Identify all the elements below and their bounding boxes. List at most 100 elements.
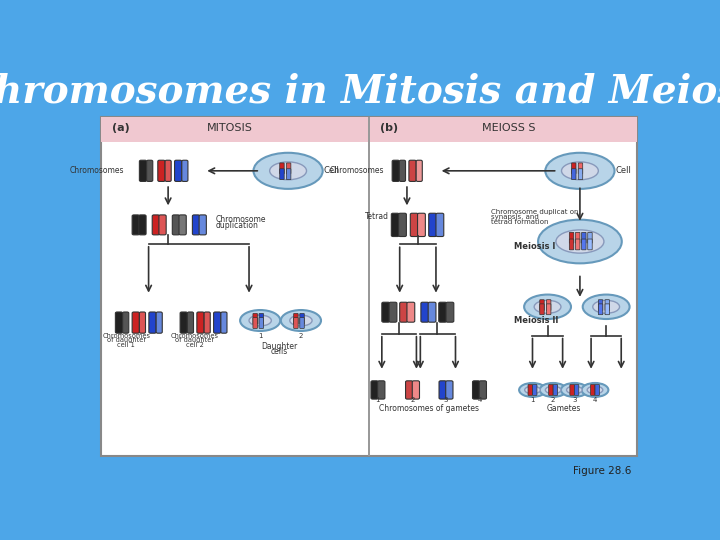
Text: Daughter: Daughter	[261, 342, 298, 351]
FancyBboxPatch shape	[540, 300, 544, 310]
Ellipse shape	[545, 386, 561, 394]
Text: MEIOSS S: MEIOSS S	[482, 124, 535, 133]
FancyBboxPatch shape	[570, 384, 575, 395]
FancyBboxPatch shape	[605, 304, 610, 315]
Ellipse shape	[582, 383, 608, 397]
FancyBboxPatch shape	[253, 318, 258, 328]
FancyBboxPatch shape	[549, 384, 553, 395]
Text: Cell: Cell	[616, 166, 631, 176]
Text: MITOSIS: MITOSIS	[207, 124, 253, 133]
Text: cells: cells	[271, 347, 288, 356]
FancyBboxPatch shape	[378, 381, 385, 399]
FancyBboxPatch shape	[418, 213, 426, 237]
FancyBboxPatch shape	[436, 213, 444, 237]
Ellipse shape	[561, 383, 588, 397]
FancyBboxPatch shape	[407, 302, 415, 322]
FancyBboxPatch shape	[140, 312, 145, 333]
FancyBboxPatch shape	[156, 312, 162, 333]
FancyBboxPatch shape	[595, 384, 600, 395]
FancyBboxPatch shape	[575, 239, 580, 250]
FancyBboxPatch shape	[174, 160, 181, 181]
Ellipse shape	[524, 295, 571, 319]
Ellipse shape	[588, 386, 603, 394]
FancyBboxPatch shape	[572, 163, 576, 174]
FancyBboxPatch shape	[439, 381, 446, 399]
FancyBboxPatch shape	[300, 318, 305, 328]
Ellipse shape	[249, 315, 271, 326]
FancyBboxPatch shape	[605, 300, 610, 310]
Ellipse shape	[545, 153, 615, 189]
FancyBboxPatch shape	[598, 304, 603, 315]
Ellipse shape	[593, 300, 619, 313]
Text: (b): (b)	[380, 124, 398, 133]
Text: Chromosomes: Chromosomes	[171, 333, 219, 339]
Text: (a): (a)	[112, 124, 130, 133]
FancyBboxPatch shape	[582, 239, 586, 250]
FancyBboxPatch shape	[446, 381, 453, 399]
FancyBboxPatch shape	[187, 312, 194, 333]
FancyBboxPatch shape	[528, 384, 533, 395]
FancyBboxPatch shape	[287, 168, 291, 180]
Text: 4: 4	[593, 397, 597, 403]
FancyBboxPatch shape	[279, 168, 284, 180]
FancyBboxPatch shape	[409, 160, 416, 181]
Text: 1: 1	[530, 397, 535, 403]
FancyBboxPatch shape	[588, 232, 593, 243]
FancyBboxPatch shape	[172, 215, 179, 235]
FancyBboxPatch shape	[197, 312, 204, 333]
FancyBboxPatch shape	[421, 302, 428, 322]
FancyBboxPatch shape	[181, 160, 188, 181]
FancyBboxPatch shape	[204, 312, 210, 333]
Ellipse shape	[540, 383, 567, 397]
FancyBboxPatch shape	[221, 312, 227, 333]
FancyBboxPatch shape	[165, 160, 171, 181]
FancyBboxPatch shape	[428, 213, 436, 237]
FancyBboxPatch shape	[152, 215, 159, 235]
FancyBboxPatch shape	[371, 381, 378, 399]
Text: 2: 2	[410, 397, 415, 403]
Text: duplication: duplication	[215, 221, 258, 230]
FancyBboxPatch shape	[300, 313, 305, 324]
Ellipse shape	[270, 162, 307, 180]
Ellipse shape	[534, 300, 561, 313]
Ellipse shape	[582, 295, 629, 319]
FancyBboxPatch shape	[199, 215, 207, 235]
FancyBboxPatch shape	[416, 160, 423, 181]
FancyBboxPatch shape	[575, 232, 580, 243]
Text: 4: 4	[477, 397, 482, 403]
FancyBboxPatch shape	[382, 302, 390, 322]
Text: 3: 3	[444, 397, 449, 403]
Text: 2: 2	[551, 397, 555, 403]
Ellipse shape	[525, 386, 540, 394]
FancyBboxPatch shape	[389, 302, 397, 322]
FancyBboxPatch shape	[582, 232, 586, 243]
FancyBboxPatch shape	[480, 381, 487, 399]
FancyBboxPatch shape	[446, 302, 454, 322]
Ellipse shape	[240, 310, 280, 331]
Ellipse shape	[519, 383, 546, 397]
FancyBboxPatch shape	[122, 312, 129, 333]
Text: 2: 2	[299, 333, 303, 339]
FancyBboxPatch shape	[139, 215, 146, 235]
FancyBboxPatch shape	[159, 215, 166, 235]
Ellipse shape	[281, 310, 321, 331]
Ellipse shape	[556, 230, 604, 253]
FancyBboxPatch shape	[546, 304, 551, 315]
Text: synapsis, and: synapsis, and	[490, 214, 539, 220]
FancyBboxPatch shape	[570, 239, 574, 250]
FancyBboxPatch shape	[546, 300, 551, 310]
Text: Cell: Cell	[323, 166, 339, 176]
FancyBboxPatch shape	[410, 213, 418, 237]
FancyBboxPatch shape	[259, 313, 264, 324]
FancyBboxPatch shape	[572, 168, 576, 180]
FancyBboxPatch shape	[400, 160, 405, 181]
FancyBboxPatch shape	[294, 313, 298, 324]
FancyBboxPatch shape	[570, 232, 574, 243]
Text: Chromosome duplicat on,: Chromosome duplicat on,	[490, 210, 580, 215]
Text: Chromosomes: Chromosomes	[70, 166, 125, 176]
Text: cell 1: cell 1	[117, 342, 135, 348]
Text: 3: 3	[572, 397, 577, 403]
FancyBboxPatch shape	[147, 160, 153, 181]
Ellipse shape	[289, 315, 312, 326]
Text: Meiosis II: Meiosis II	[514, 315, 559, 325]
